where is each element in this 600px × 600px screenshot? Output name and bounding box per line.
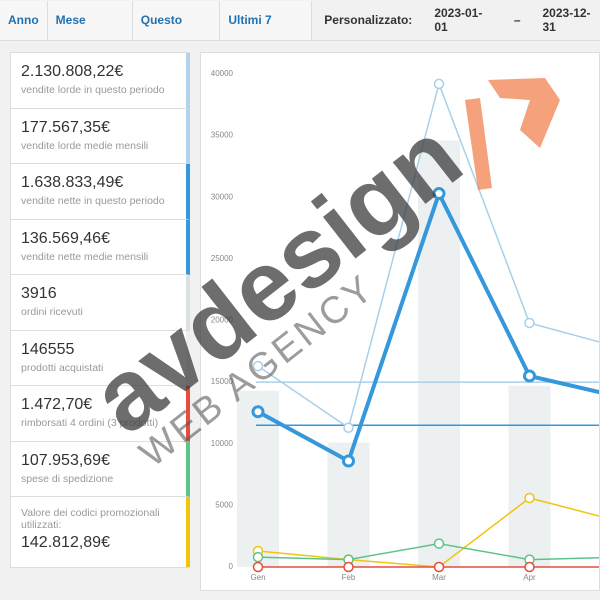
point (523, 369, 536, 383)
stat[interactable]: 3916 ordini ricevuti (11, 275, 190, 331)
bar (418, 140, 460, 567)
y-tick-label: 5000 (215, 500, 233, 509)
x-tick-label: Feb (342, 573, 356, 582)
stat-label: vendite lorde medie mensili (21, 139, 149, 152)
stat[interactable]: 136.569,46€ vendite nette medie mensili (11, 219, 190, 275)
stat[interactable]: 1.638.833,49€ vendite nette in questo per… (11, 164, 190, 220)
point (251, 405, 265, 419)
stat-value: 136.569,46€ (21, 229, 110, 247)
point (432, 187, 446, 201)
y-tick-label: 0 (229, 562, 234, 571)
stat-value: 2.130.808,22€ (21, 63, 124, 80)
stat-label: ordini ricevuti (21, 306, 83, 318)
point (433, 538, 445, 549)
stat[interactable]: 177.567,35€ vendite lorde medie mensili (11, 108, 190, 164)
tab[interactable]: Questo mese (132, 0, 221, 66)
stat-value: 3916 (21, 285, 57, 302)
point (343, 561, 354, 573)
point (342, 454, 355, 468)
y-tick-label: 15000 (211, 377, 234, 386)
stat-value: 107.953,69€ (21, 451, 110, 469)
point (433, 561, 445, 573)
stat-label: vendite nette in questo periodo (21, 195, 165, 207)
stat-label: Valore dei codici promozionali utilizzat… (21, 507, 160, 531)
y-tick-label: 25000 (211, 254, 234, 263)
point (252, 360, 264, 372)
y-tick-label: 20000 (211, 316, 234, 325)
stat[interactable]: 1.472,70€ rimborsati 4 ordini (3 prodotti… (11, 386, 190, 442)
point (252, 561, 264, 573)
point (524, 317, 535, 329)
point (252, 551, 264, 563)
point (524, 561, 535, 573)
y-tick-label: 10000 (211, 439, 234, 448)
tab[interactable]: Anno (0, 0, 48, 40)
stat-value: 1.472,70€ (21, 396, 93, 413)
point (524, 492, 535, 504)
stat-value: 146555 (21, 340, 75, 358)
stat-label: vendite lorde in questo periodo (21, 84, 165, 96)
point (433, 78, 445, 90)
x-tick-label: Gen (250, 573, 265, 582)
stats-list: 2.130.808,22€ vendite lorde in questo per… (10, 52, 190, 568)
stat-label: vendite nette medie mensili (21, 250, 149, 263)
stat-value: 142.812,89€ (21, 534, 110, 551)
stat[interactable]: 107.953,69€ spese di spedizione (11, 441, 190, 497)
bar (508, 385, 551, 567)
chart: 0 5000 10000 15000 20000 25000 30000 35000 40000… (200, 52, 600, 591)
point (343, 422, 354, 433)
x-tick-label: Apr (523, 573, 536, 582)
tab[interactable]: Ultimi 7 giorni (220, 0, 313, 66)
stat-label: rimborsati 4 ordini (3 prodotti) (21, 417, 159, 429)
custom-label: Personalizzato: (324, 13, 413, 27)
custom-to[interactable]: 2023-12-31 (542, 6, 591, 34)
stat-value: 1.638.833,49€ (21, 174, 124, 191)
stat[interactable]: Valore dei codici promozionali utilizzat… (11, 497, 190, 567)
stat[interactable]: 2.130.808,22€ vendite lorde in questo per… (11, 53, 190, 109)
y-tick-label: 35000 (211, 131, 234, 140)
stat[interactable]: 146555 prodotti acquistati (11, 330, 190, 386)
custom-from[interactable]: 2023-01-01 (434, 6, 483, 34)
stat-label: spese di spedizione (21, 472, 114, 485)
stat-label: prodotti acquistati (21, 361, 104, 374)
x-tick-label: Mar (432, 573, 446, 582)
y-tick-label: 40000 (211, 69, 234, 78)
custom-separator: – (513, 13, 521, 27)
tab[interactable]: Mese scorso (47, 0, 133, 66)
stat-value: 177.567,35€ (21, 118, 110, 136)
y-tick-label: 30000 (211, 192, 234, 201)
